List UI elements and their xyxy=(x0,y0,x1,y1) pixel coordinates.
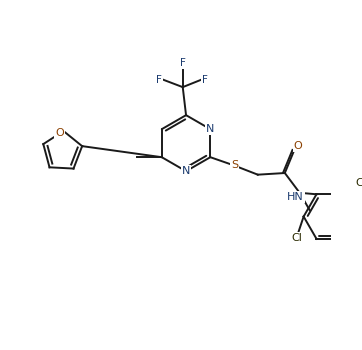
Text: F: F xyxy=(180,58,186,68)
Text: S: S xyxy=(231,160,238,170)
Text: Cl: Cl xyxy=(292,233,303,243)
Text: F: F xyxy=(156,75,162,85)
Text: F: F xyxy=(202,75,208,85)
Text: HN: HN xyxy=(287,192,304,202)
Text: N: N xyxy=(206,124,215,134)
Text: Cl: Cl xyxy=(355,178,362,188)
Text: N: N xyxy=(182,166,190,176)
Text: O: O xyxy=(55,128,64,138)
Text: O: O xyxy=(294,141,302,150)
